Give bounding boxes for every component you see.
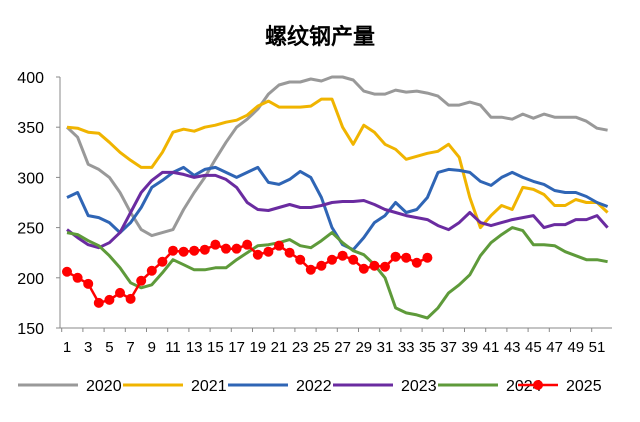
legend-marker-2025 [533, 380, 543, 390]
data-point-2025 [104, 294, 115, 305]
x-tick-label: 29 [355, 339, 372, 356]
legend-label-2020: 2020 [86, 378, 122, 395]
legend-label-2024: 2024 [506, 378, 542, 395]
legend-label-2022: 2022 [296, 378, 332, 395]
data-point-2025 [390, 251, 401, 262]
x-tick-label: 41 [483, 339, 500, 356]
x-tick-label: 45 [525, 339, 542, 356]
x-tick-label: 17 [228, 339, 245, 356]
data-point-2025 [115, 287, 125, 298]
data-point-2025 [199, 244, 210, 255]
data-point-2025 [337, 250, 348, 261]
x-tick-label: 23 [292, 339, 309, 356]
x-tick-label: 43 [504, 339, 521, 356]
x-tick-label: 3 [84, 339, 92, 356]
series-line-2023 [66, 170, 609, 250]
x-tick-label: 1 [63, 339, 71, 356]
x-tick-label: 13 [186, 339, 203, 356]
x-tick-label: 9 [148, 339, 156, 356]
data-point-2025 [274, 240, 284, 251]
y-tick-label: 250 [17, 221, 44, 238]
y-tick-label: 150 [17, 321, 44, 338]
data-point-2025 [284, 247, 295, 258]
data-point-2025 [136, 275, 147, 286]
data-point-2025 [316, 260, 327, 271]
data-point-2025 [231, 243, 242, 254]
data-point-2025 [422, 252, 433, 263]
data-point-2025 [327, 254, 337, 265]
data-point-2025 [411, 257, 422, 268]
x-tick-label: 15 [207, 339, 224, 356]
x-tick-label: 27 [334, 339, 351, 356]
data-point-2025 [168, 245, 178, 256]
x-tick-label: 51 [589, 339, 606, 356]
x-tick-label: 11 [165, 339, 181, 356]
legend-label-2023: 2023 [401, 378, 437, 395]
data-point-2025 [358, 263, 369, 274]
legend-label-2021: 2021 [191, 378, 227, 395]
data-point-2025 [242, 239, 253, 250]
x-tick-label: 39 [461, 339, 478, 356]
data-point-2025 [369, 260, 380, 271]
data-point-2025 [157, 256, 168, 267]
x-tick-label: 7 [126, 339, 134, 356]
data-point-2025 [348, 254, 359, 265]
data-point-2025 [380, 261, 390, 272]
x-tick-label: 5 [105, 339, 113, 356]
series-line-2021 [66, 97, 609, 230]
x-tick-label: 47 [546, 339, 563, 356]
data-point-2025 [178, 246, 189, 257]
series-line-2024 [66, 226, 608, 320]
legend-label-2025: 2025 [566, 378, 602, 395]
data-point-2025 [295, 254, 306, 265]
data-point-2025 [72, 272, 83, 283]
x-tick-label: 33 [398, 339, 415, 356]
chart-title: 螺纹钢产量 [265, 24, 375, 49]
y-tick-label: 350 [17, 120, 44, 137]
data-point-2025 [62, 266, 72, 277]
data-point-2025 [263, 246, 274, 257]
x-tick-label: 25 [313, 339, 330, 356]
data-point-2025 [125, 293, 136, 304]
y-tick-label: 400 [17, 70, 44, 87]
data-point-2025 [93, 297, 104, 308]
x-tick-label: 21 [271, 339, 288, 356]
data-point-2025 [252, 249, 263, 260]
data-point-2025 [210, 239, 221, 250]
series-line-2020 [65, 75, 608, 238]
x-tick-label: 19 [249, 339, 266, 356]
data-point-2025 [221, 243, 231, 254]
data-point-2025 [189, 245, 200, 256]
x-tick-label: 49 [567, 339, 584, 356]
data-point-2025 [146, 265, 157, 276]
x-tick-label: 35 [419, 339, 436, 356]
data-point-2025 [83, 278, 94, 289]
x-tick-label: 31 [377, 339, 394, 356]
data-point-2025 [401, 252, 412, 263]
y-tick-label: 200 [17, 271, 44, 288]
y-tick-label: 300 [17, 170, 44, 187]
x-tick-label: 37 [440, 339, 457, 356]
data-point-2025 [305, 264, 316, 275]
